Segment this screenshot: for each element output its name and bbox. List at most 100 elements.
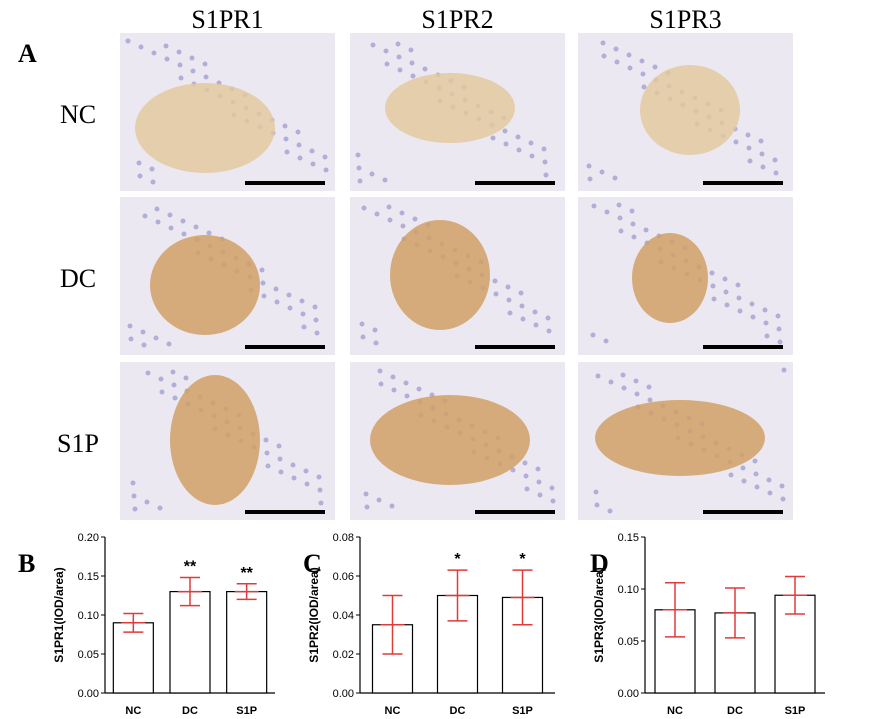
nucleus (317, 487, 323, 493)
nucleus (634, 391, 640, 397)
error-bar (723, 587, 747, 639)
nucleus (190, 68, 196, 74)
nucleus (766, 477, 772, 483)
nucleus (745, 132, 751, 138)
nucleus (601, 53, 607, 59)
error-bar (663, 582, 687, 638)
nucleus (617, 215, 623, 221)
nucleus (383, 48, 389, 54)
nucleus (510, 467, 516, 473)
nucleus (709, 270, 715, 276)
nucleus (274, 299, 280, 305)
nucleus (740, 465, 746, 471)
nucleus (364, 504, 370, 510)
nucleus (127, 323, 133, 329)
y-tick-label: 0.05 (618, 636, 639, 648)
nucleus (172, 395, 178, 401)
nucleus (633, 378, 639, 384)
nucleus (595, 373, 601, 379)
nucleus (359, 321, 365, 327)
nucleus (630, 221, 636, 227)
nucleus (290, 462, 296, 468)
nucleus (626, 52, 632, 58)
significance: * (519, 551, 526, 568)
nucleus (170, 369, 176, 375)
nucleus (646, 384, 652, 390)
nucleus (136, 160, 142, 166)
nucleus (612, 175, 618, 181)
nucleus (505, 284, 511, 290)
error-bar (234, 583, 259, 601)
x-tick-label: DC (727, 705, 743, 717)
panel-label: C (303, 549, 322, 578)
nucleus (641, 84, 647, 90)
x-tick-label: S1P (236, 705, 257, 717)
nucleus (524, 486, 530, 492)
nucleus (763, 320, 769, 326)
nucleus (533, 322, 539, 328)
nucleus (387, 217, 393, 223)
nucleus (722, 276, 728, 282)
column-header: S1PR1 (191, 5, 263, 34)
nucleus (604, 209, 610, 215)
nucleus (149, 166, 155, 172)
nucleus (273, 286, 279, 292)
nucleus (409, 60, 415, 66)
nucleus (370, 42, 376, 48)
nucleus (627, 65, 633, 71)
nucleus (779, 483, 785, 489)
nucleus (299, 298, 305, 304)
nucleus (157, 505, 163, 511)
nucleus (144, 499, 150, 505)
nucleus (369, 171, 375, 177)
nucleus (412, 216, 418, 222)
nucleus (710, 283, 716, 289)
nucleus (629, 208, 635, 214)
nucleus (736, 295, 742, 301)
nucleus (523, 473, 529, 479)
islet (640, 65, 740, 155)
nucleus (356, 165, 362, 171)
nucleus (300, 311, 306, 317)
nucleus (754, 484, 760, 490)
y-tick-label: 0.00 (333, 688, 354, 700)
nucleus (376, 497, 382, 503)
nucleus (264, 450, 270, 456)
nucleus (193, 224, 199, 230)
nucleus (737, 308, 743, 314)
nucleus (493, 291, 499, 297)
nucleus (759, 151, 765, 157)
nucleus (758, 138, 764, 144)
nucleus (724, 302, 730, 308)
nucleus (178, 75, 184, 81)
nucleus (507, 310, 513, 316)
nucleus (125, 38, 131, 44)
nucleus (189, 55, 195, 61)
nucleus (404, 393, 410, 399)
islet (150, 235, 260, 335)
y-tick-label: 0.00 (78, 688, 99, 700)
nucleus (741, 478, 747, 484)
nucleus (389, 503, 395, 509)
nucleus (151, 50, 157, 56)
nucleus (140, 329, 146, 335)
nucleus (176, 49, 182, 55)
nucleus (295, 129, 301, 135)
nucleus (138, 44, 144, 50)
nucleus (378, 381, 384, 387)
nucleus (723, 289, 729, 295)
nucleus (400, 223, 406, 229)
y-tick-label: 0.10 (78, 610, 99, 622)
nucleus (391, 387, 397, 393)
nucleus (503, 141, 509, 147)
nucleus (163, 43, 169, 49)
x-tick-label: NC (125, 705, 141, 717)
x-tick-label: S1P (512, 705, 533, 717)
y-axis-label: S1PR3(IOD/area) (592, 567, 606, 662)
nucleus (767, 490, 773, 496)
nucleus (764, 333, 770, 339)
islet (170, 375, 260, 505)
error-bar (510, 569, 535, 626)
nucleus (614, 59, 620, 65)
nucleus (750, 314, 756, 320)
